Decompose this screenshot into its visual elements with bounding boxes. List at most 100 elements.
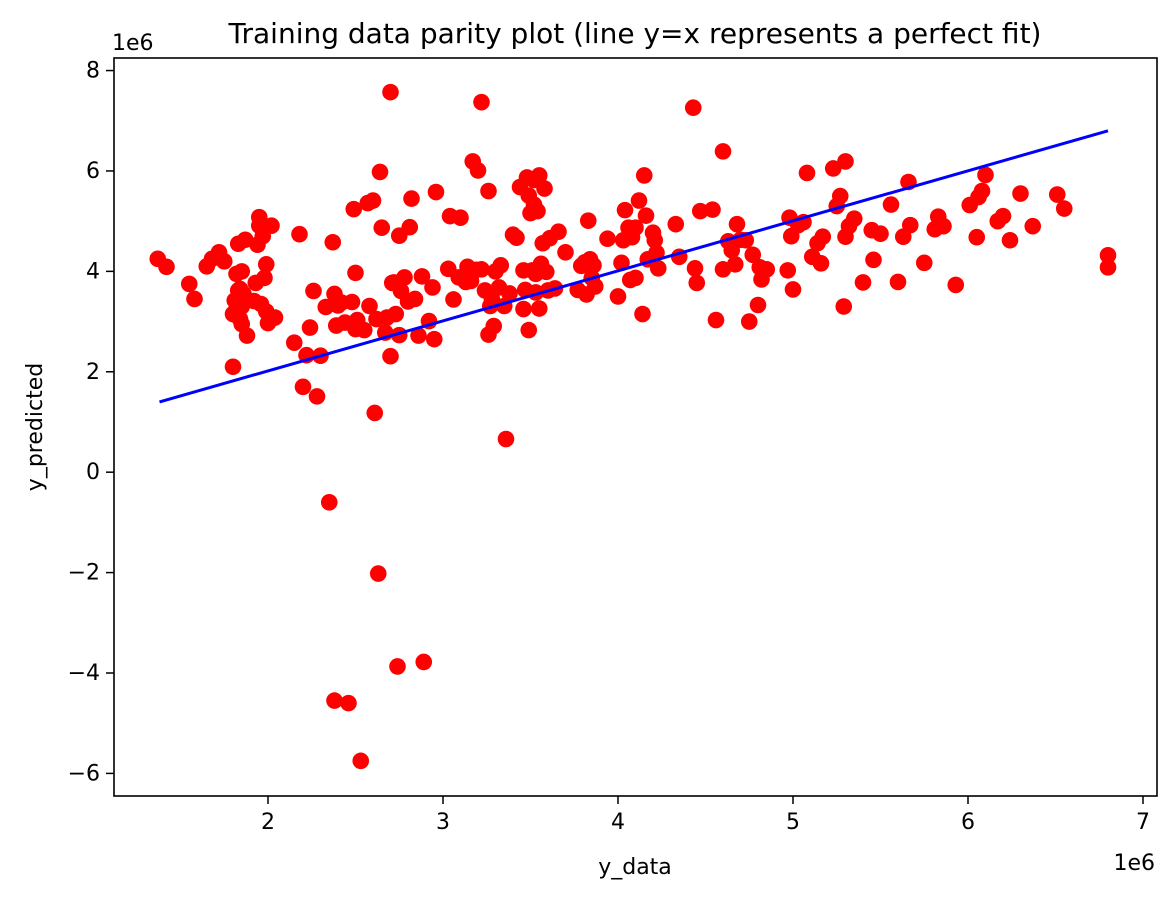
scatter-point (263, 217, 280, 234)
y-tick-label: 6 (86, 159, 100, 184)
scatter-point (726, 256, 744, 273)
scatter-point (424, 279, 441, 296)
scatter-point (233, 263, 251, 280)
scatter-point (947, 276, 965, 294)
scatter-point (831, 187, 849, 205)
scatter-point (646, 231, 664, 249)
scatter-point (648, 244, 665, 262)
x-tick-label: 7 (1136, 810, 1150, 835)
scatter-point (305, 282, 322, 300)
y-tick-label: 8 (86, 59, 100, 84)
scatter-point (485, 317, 503, 335)
scatter-point (515, 300, 532, 318)
scatter-point (973, 182, 991, 200)
scatter-point (627, 219, 644, 236)
scatter-point (627, 269, 644, 287)
scatter-point (824, 160, 842, 177)
scatter-point (382, 347, 399, 365)
scatter-point (550, 223, 567, 241)
scatter-point (609, 288, 627, 305)
scatter-point (410, 327, 427, 344)
x-tick-label: 6 (961, 810, 975, 835)
scatter-point (812, 255, 830, 272)
scatter-point (364, 192, 382, 209)
scatter-point (915, 254, 933, 272)
scatter-point (758, 261, 776, 278)
scatter-point (294, 378, 312, 396)
scatter-point (994, 207, 1012, 225)
x-offset-label: 1e6 (1113, 851, 1155, 876)
scatter-point (579, 212, 597, 229)
x-axis-label: y_data (598, 855, 672, 880)
scatter-point (492, 257, 510, 274)
x-tick-label: 5 (786, 810, 800, 835)
scatter-point (684, 99, 702, 117)
x-tick-label: 3 (436, 810, 450, 835)
scatter-point (413, 268, 431, 285)
scatter-point (497, 430, 515, 448)
scatter-point (483, 291, 501, 308)
scatter-point (480, 182, 497, 200)
scatter-point (1012, 185, 1029, 202)
scatter-point (634, 305, 651, 323)
scatter-point (224, 358, 242, 376)
scatter-point (585, 257, 602, 274)
scatter-point (373, 219, 391, 236)
scatter-point (425, 330, 443, 348)
scatter-point (215, 253, 233, 270)
y-tick-label: 4 (86, 259, 100, 284)
y-axis-label: y_predicted (23, 363, 48, 491)
scatter-point (343, 293, 361, 311)
scatter-point (889, 273, 907, 291)
scatter-point (452, 209, 469, 226)
parity-line (159, 129, 1109, 404)
plot-frame (113, 57, 1158, 797)
scatter-point (257, 256, 275, 273)
y-offset-label: 1e6 (112, 31, 154, 56)
scatter-point (744, 246, 762, 264)
scatter-point (317, 298, 335, 316)
scatter-point (1001, 231, 1019, 249)
scatter-series (149, 83, 1117, 770)
scatter-point (445, 291, 462, 308)
scatter-point (530, 300, 548, 317)
scatter-point (649, 260, 667, 277)
scatter-point (1048, 186, 1066, 203)
scatter-point (326, 692, 343, 709)
scatter-point (340, 694, 357, 712)
scatter-point (250, 208, 268, 226)
x-tick-label: 2 (261, 810, 275, 835)
y-tick-label: 0 (86, 460, 100, 485)
scatter-point (158, 258, 175, 276)
scatter-point (401, 218, 419, 236)
scatter-point (180, 275, 198, 293)
scatter-point (361, 297, 378, 315)
scatter-point (854, 274, 872, 291)
scatter-point (613, 254, 630, 272)
y-tick-label: −6 (68, 761, 100, 786)
parity-line-series (159, 129, 1109, 404)
scatter-point (688, 274, 706, 292)
scatter-point (837, 153, 854, 170)
scatter-point (415, 653, 433, 671)
scatter-point (798, 164, 816, 182)
scatter-point (355, 321, 373, 339)
scatter-point (749, 296, 767, 314)
scatter-point (704, 201, 721, 218)
scatter-point (406, 290, 424, 308)
scatter-point (977, 166, 994, 184)
scatter-point (238, 327, 256, 344)
scatter-point (968, 228, 986, 246)
scatter-point (637, 207, 655, 224)
scatter-point (1024, 217, 1042, 235)
scatter-point (347, 264, 364, 282)
scatter-point (369, 565, 387, 582)
scatter-point (285, 334, 303, 351)
scatter-point (599, 230, 616, 248)
x-tick-label: 4 (611, 810, 625, 835)
scatter-point (389, 658, 406, 675)
scatter-point (427, 183, 445, 201)
scatter-point (691, 202, 709, 220)
